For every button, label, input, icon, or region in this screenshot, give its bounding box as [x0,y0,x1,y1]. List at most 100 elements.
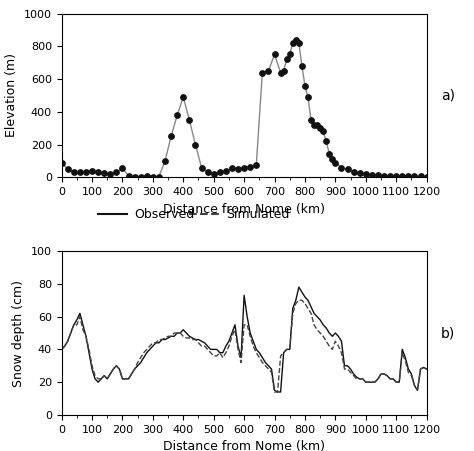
Point [304,93,312,101]
Point [180,93,187,101]
Point [125,172,132,179]
Point [185,116,193,124]
Point [64,166,72,173]
Point [210,170,218,178]
Point [155,173,163,180]
Point [344,166,351,173]
Point [289,39,297,46]
Simulated [311,322,317,327]
Point [392,172,400,179]
Point [399,172,406,179]
Point [350,169,357,176]
Point [319,128,327,135]
Observed [406,366,411,372]
Observed [290,306,296,311]
Point [173,111,181,119]
Simulated [272,389,277,395]
Point [283,56,291,63]
Text: b): b) [441,326,456,340]
Point [322,138,330,145]
Point [405,172,412,179]
Point [264,67,272,74]
Point [362,170,370,178]
X-axis label: Distance from Nome (km): Distance from Nome (km) [163,440,325,451]
Point [198,164,205,171]
Point [326,150,333,157]
Point [316,124,324,132]
Point [100,170,108,177]
Simulated [59,347,64,352]
Point [337,164,345,171]
Point [82,168,90,175]
Point [301,82,309,89]
Point [149,173,156,180]
Point [253,161,260,169]
Simulated [296,298,302,303]
Observed [275,389,281,395]
Y-axis label: Snow depth (cm): Snow depth (cm) [12,280,25,387]
Point [222,167,229,175]
Point [298,62,306,69]
Point [328,156,336,163]
Simulated [290,311,296,316]
Point [313,121,321,129]
Point [332,159,339,166]
Point [310,121,318,129]
Point [410,173,418,180]
Point [204,169,211,176]
Point [228,165,236,172]
Simulated [144,347,150,352]
Point [368,171,375,179]
Point [356,170,364,177]
Point [118,165,126,172]
Point [161,157,169,165]
Observed [95,379,101,385]
Observed [214,347,219,352]
Point [277,69,284,76]
Point [423,173,430,180]
Point [259,69,266,76]
Point [295,39,303,46]
Observed [144,350,150,355]
Point [240,164,248,171]
Observed [59,347,64,352]
Point [374,172,382,179]
Point [216,169,224,176]
Point [137,173,145,180]
Simulated [214,353,219,359]
Line: Observed: Observed [62,287,427,392]
Observed [311,311,317,316]
Point [143,172,151,179]
Point [386,172,394,179]
Point [191,141,199,148]
Point [292,36,300,43]
Simulated [424,366,429,372]
Point [234,166,242,173]
Point [58,159,65,166]
Point [131,173,138,180]
Text: Observed: Observed [135,208,195,221]
Point [94,169,102,176]
Point [88,167,96,175]
Point [417,173,424,180]
Simulated [95,376,101,382]
Observed [296,285,302,290]
X-axis label: Distance from Nome (km): Distance from Nome (km) [163,202,325,216]
Point [70,169,78,176]
Point [107,170,114,178]
Line: Simulated: Simulated [62,300,427,392]
Text: Simulated: Simulated [226,208,289,221]
Point [246,163,254,170]
Observed [424,366,429,372]
Point [307,116,315,124]
Text: a): a) [441,88,455,102]
Y-axis label: Elevation (m): Elevation (m) [5,54,18,138]
Point [280,67,287,74]
Point [271,51,278,58]
Point [113,169,120,176]
Point [286,51,293,58]
Point [167,133,175,140]
Point [380,172,388,179]
Simulated [406,370,411,375]
Point [76,169,83,176]
